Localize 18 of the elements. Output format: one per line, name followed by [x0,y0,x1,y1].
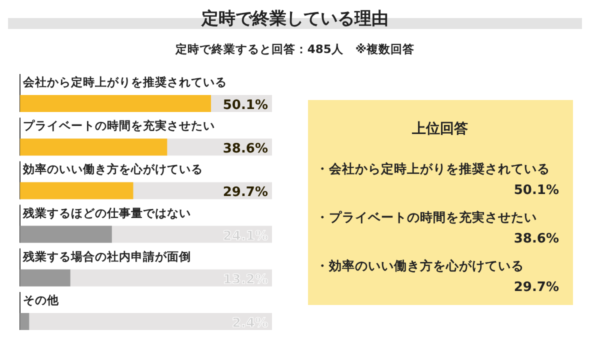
data-label: 50.1% [222,98,268,113]
y-tick-label: 効率のいい働き方を心がけている [22,162,203,176]
y-tick-label: 残業するほどの仕事量ではない [22,206,191,220]
y-tick-label: プライベートの時間を充実させたい [23,118,215,133]
text: 定時で終業している理由 [200,9,388,29]
text: 29.7% [514,280,559,295]
text: ・効率のいい働き方を心がけている [316,258,524,273]
y-tick-label: その他 [23,293,60,307]
data-label: 38.6% [222,142,268,157]
text: ・プライベートの時間を充実させたい [316,210,537,224]
text: 上位回答 [411,121,468,137]
text: 50.1% [514,183,559,198]
text: 38.6% [514,232,559,246]
y-tick-label: 会社から定時上がりを推奨されている [22,75,227,89]
text: ・会社から定時上がりを推奨されている [316,161,550,176]
data-label: 29.7% [222,185,268,200]
text: 定時で終業すると回答：485人 ※複数回答 [174,42,415,56]
y-tick-label: 残業する場合の社内申請が面倒 [22,249,191,264]
